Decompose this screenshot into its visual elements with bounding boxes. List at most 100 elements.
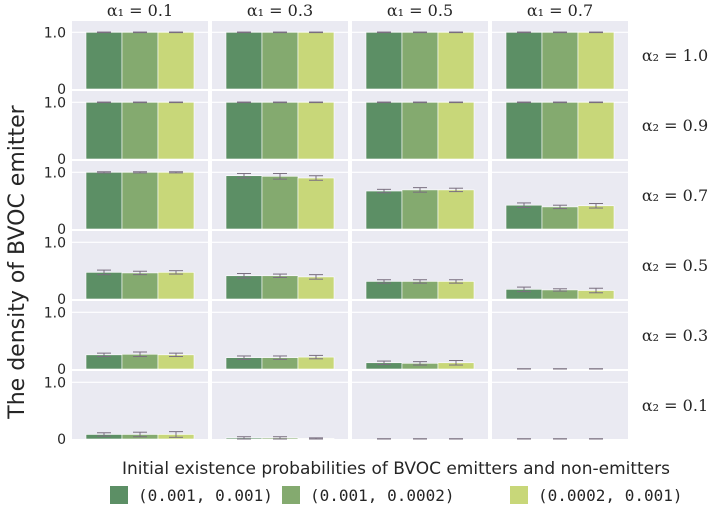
bar-2 (437, 281, 475, 300)
panel-r1-c1 (212, 91, 348, 160)
bar-1 (261, 102, 299, 160)
row-title-2: α₂ = 0.7 (642, 186, 708, 205)
legend: (0.001, 0.001) (0.001, 0.0002) (0.0002, 0.… (110, 486, 683, 505)
y-axis-label: The density of BVOC emitter (5, 104, 30, 419)
legend-title: Initial existence probabilities of BVOC … (122, 459, 670, 479)
bar-1 (401, 189, 439, 230)
column-titles: α₁ = 0.1 α₁ = 0.3 α₁ = 0.5 α₁ = 0.7 (107, 1, 593, 20)
panel-r4-c3 (492, 301, 628, 370)
facet-panels: 01.001.001.001.001.001.0 (44, 21, 628, 448)
bar-0 (365, 102, 403, 160)
bar-0 (225, 275, 263, 300)
bar-0 (85, 102, 123, 160)
bar-1 (541, 102, 579, 160)
bar-0 (505, 204, 543, 230)
legend-label-2: (0.0002, 0.001) (538, 486, 683, 505)
panel-r5-c1 (212, 371, 348, 440)
panel-r5-c3 (492, 371, 628, 440)
y-tick-label: 0 (57, 82, 66, 98)
bar-2 (297, 32, 335, 90)
panel-r2-c2 (352, 161, 488, 230)
bar-2 (437, 32, 475, 90)
legend-label-0: (0.001, 0.001) (138, 486, 273, 505)
bar-1 (121, 272, 159, 300)
panel-r2-c0: 01.0 (44, 161, 208, 238)
panel-r0-c3 (492, 21, 628, 90)
panel-r1-c0: 01.0 (44, 91, 208, 168)
panel-r2-c1 (212, 161, 348, 230)
bar-2 (157, 272, 195, 300)
bar-1 (261, 275, 299, 300)
column-title-2: α₁ = 0.5 (387, 1, 453, 20)
y-tick-label: 0 (57, 152, 66, 168)
y-tick-label: 1.0 (44, 95, 66, 111)
bar-2 (297, 177, 335, 230)
bar-0 (505, 102, 543, 160)
bar-1 (121, 32, 159, 90)
bar-0 (85, 272, 123, 300)
bar-2 (157, 172, 195, 230)
y-tick-label: 0 (57, 362, 66, 378)
bar-1 (261, 176, 299, 230)
y-tick-label: 0 (57, 432, 66, 448)
legend-swatch-0 (110, 486, 128, 504)
panel-background (352, 371, 488, 439)
bar-0 (85, 172, 123, 230)
y-tick-label: 1.0 (44, 165, 66, 181)
panel-r1-c2 (352, 91, 488, 160)
bar-0 (225, 32, 263, 90)
panel-r3-c1 (212, 231, 348, 300)
row-title-5: α₂ = 0.1 (642, 396, 708, 415)
legend-swatch-1 (282, 486, 300, 504)
bar-1 (121, 102, 159, 160)
legend-swatch-2 (510, 486, 528, 504)
column-title-1: α₁ = 0.3 (247, 1, 313, 20)
panel-r2-c3 (492, 161, 628, 230)
y-tick-label: 1.0 (44, 25, 66, 41)
bar-0 (225, 175, 263, 230)
bar-2 (577, 32, 615, 90)
bar-2 (157, 102, 195, 160)
y-tick-label: 1.0 (44, 235, 66, 251)
bar-1 (121, 172, 159, 230)
bar-2 (297, 102, 335, 160)
bar-1 (541, 32, 579, 90)
column-title-3: α₁ = 0.7 (527, 1, 593, 20)
panel-r0-c0: 01.0 (44, 21, 208, 98)
panel-background (352, 301, 488, 369)
bar-0 (85, 32, 123, 90)
bar-1 (401, 102, 439, 160)
row-title-0: α₂ = 1.0 (642, 46, 708, 65)
legend-label-1: (0.001, 0.0002) (310, 486, 455, 505)
panel-r0-c2 (352, 21, 488, 90)
panel-r3-c3 (492, 231, 628, 300)
bar-1 (401, 32, 439, 90)
panel-r4-c0: 01.0 (44, 301, 208, 378)
y-tick-label: 0 (57, 222, 66, 238)
panel-background (492, 371, 628, 439)
bar-2 (577, 205, 615, 230)
bar-2 (297, 276, 335, 300)
panel-r5-c0: 01.0 (44, 371, 208, 448)
row-title-1: α₂ = 0.9 (642, 116, 708, 135)
bar-1 (261, 32, 299, 90)
bar-0 (225, 102, 263, 160)
panel-r4-c1 (212, 301, 348, 370)
panel-background (212, 371, 348, 439)
row-title-3: α₂ = 0.5 (642, 256, 708, 275)
y-tick-label: 1.0 (44, 305, 66, 321)
bar-0 (505, 32, 543, 90)
panel-r0-c1 (212, 21, 348, 90)
panel-r1-c3 (492, 91, 628, 160)
bar-0 (365, 32, 403, 90)
bar-0 (365, 190, 403, 230)
bar-1 (541, 206, 579, 230)
panel-background (72, 371, 208, 439)
panel-r3-c0: 01.0 (44, 231, 208, 308)
panel-r3-c2 (352, 231, 488, 300)
bar-1 (401, 281, 439, 300)
panel-background (492, 301, 628, 369)
bar-2 (577, 102, 615, 160)
panel-r4-c2 (352, 301, 488, 370)
